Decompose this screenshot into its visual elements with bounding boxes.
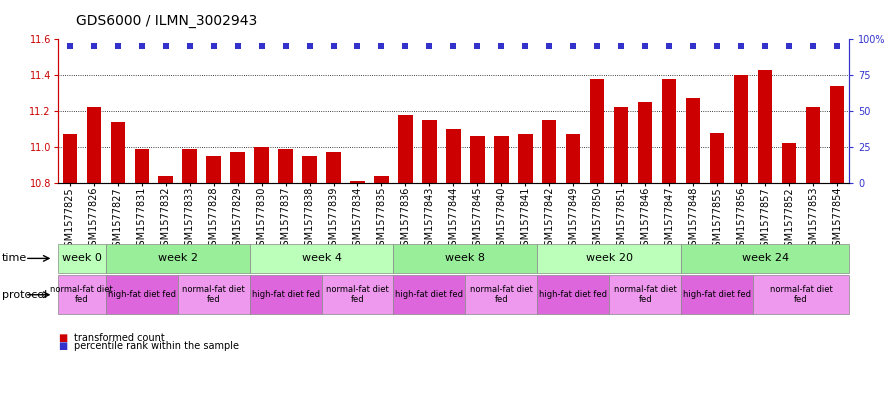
Bar <box>110 122 125 183</box>
Bar <box>470 136 485 183</box>
Bar <box>590 79 605 183</box>
Bar <box>230 152 244 183</box>
Bar <box>710 132 725 183</box>
Text: normal-fat diet
fed: normal-fat diet fed <box>182 285 245 305</box>
Bar <box>829 86 845 183</box>
Bar <box>206 156 220 183</box>
Text: high-fat diet fed: high-fat diet fed <box>252 290 319 299</box>
Text: ■: ■ <box>58 341 67 351</box>
Text: week 4: week 4 <box>301 253 341 263</box>
Text: normal-fat diet
fed: normal-fat diet fed <box>770 285 832 305</box>
Bar <box>781 143 797 183</box>
Bar <box>566 134 581 183</box>
Text: high-fat diet fed: high-fat diet fed <box>540 290 607 299</box>
Bar <box>326 152 340 183</box>
Bar <box>86 107 101 183</box>
Bar <box>374 176 388 183</box>
Bar <box>134 149 148 183</box>
Text: normal-fat diet
fed: normal-fat diet fed <box>613 285 677 305</box>
Text: transformed count: transformed count <box>74 333 164 343</box>
Bar <box>758 70 773 183</box>
Bar <box>662 79 677 183</box>
Bar <box>542 120 557 183</box>
Bar <box>686 99 701 183</box>
Bar <box>62 134 77 183</box>
Text: week 2: week 2 <box>157 253 197 263</box>
Bar <box>422 120 436 183</box>
Bar <box>446 129 461 183</box>
Text: week 0: week 0 <box>62 253 101 263</box>
Bar <box>805 107 821 183</box>
Bar <box>398 115 412 183</box>
Bar <box>734 75 749 183</box>
Bar <box>518 134 533 183</box>
Text: ■: ■ <box>58 333 67 343</box>
Text: week 20: week 20 <box>586 253 633 263</box>
Text: protocol: protocol <box>2 290 47 300</box>
Bar <box>182 149 196 183</box>
Text: normal-fat diet
fed: normal-fat diet fed <box>326 285 388 305</box>
Bar <box>302 156 316 183</box>
Bar <box>350 181 364 183</box>
Text: normal-fat diet
fed: normal-fat diet fed <box>51 285 113 305</box>
Text: time: time <box>2 253 27 263</box>
Text: week 24: week 24 <box>741 253 789 263</box>
Bar <box>614 107 629 183</box>
Text: normal-fat diet
fed: normal-fat diet fed <box>470 285 533 305</box>
Text: high-fat diet fed: high-fat diet fed <box>396 290 463 299</box>
Bar <box>278 149 292 183</box>
Text: percentile rank within the sample: percentile rank within the sample <box>74 341 239 351</box>
Bar <box>494 136 509 183</box>
Text: week 8: week 8 <box>445 253 485 263</box>
Text: high-fat diet fed: high-fat diet fed <box>108 290 176 299</box>
Text: high-fat diet fed: high-fat diet fed <box>683 290 751 299</box>
Text: GDS6000 / ILMN_3002943: GDS6000 / ILMN_3002943 <box>76 13 257 28</box>
Bar <box>158 176 172 183</box>
Bar <box>254 147 268 183</box>
Bar <box>638 102 653 183</box>
